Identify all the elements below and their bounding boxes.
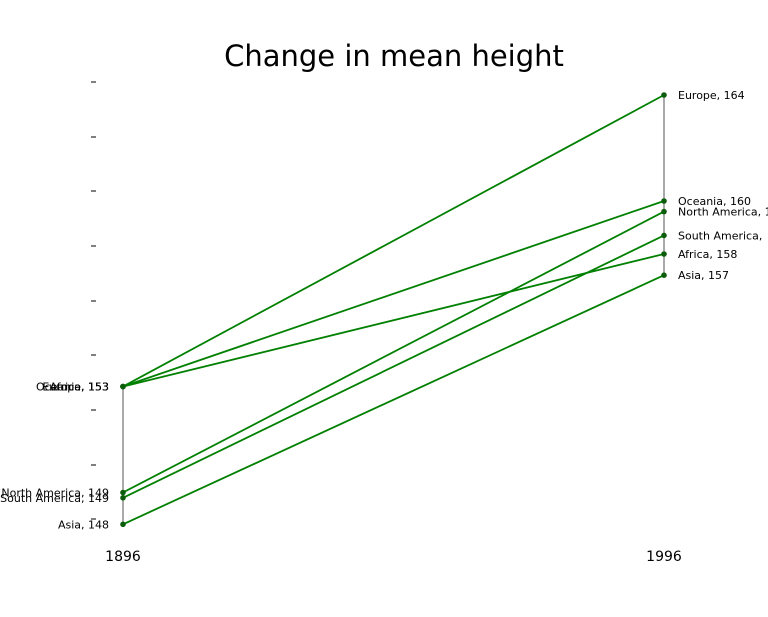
marker-1896-south-america xyxy=(120,495,126,501)
label-1896-oceania: Oceania, 153 xyxy=(36,381,109,394)
series-line-north-america xyxy=(122,210,665,494)
label-1896-asia: Asia, 148 xyxy=(58,518,109,531)
label-1996-europe: Europe, 164 xyxy=(678,89,745,102)
label-1996-asia: Asia, 157 xyxy=(678,269,729,282)
label-1896-europe: Europe, 153 xyxy=(42,381,109,394)
marker-1996-oceania xyxy=(661,198,667,204)
label-1896-africa: Africa, 153 xyxy=(50,381,109,394)
marker-1996-asia xyxy=(661,272,667,279)
chart-title: Change in mean height xyxy=(224,39,564,73)
series-line-africa xyxy=(122,253,665,388)
marker-1896-asia xyxy=(120,521,126,528)
vertical-axis-lines xyxy=(122,95,665,525)
x-tick-label-1996: 1996 xyxy=(646,549,682,565)
marker-1996-north-america xyxy=(661,208,667,215)
series-line-oceania xyxy=(122,200,665,388)
marker-1996-south-america xyxy=(661,232,667,239)
label-1996-africa: Africa, 158 xyxy=(678,248,737,261)
label-1996-south-america: South America, xyxy=(678,229,762,242)
marker-1896-africa xyxy=(120,383,126,390)
series-line-europe xyxy=(122,94,665,388)
label-1996-oceania: Oceania, 160 xyxy=(678,195,751,208)
label-1896-north-america: North America, 149 xyxy=(1,487,109,500)
marker-1996-africa xyxy=(661,251,667,257)
marker-1996-europe xyxy=(661,92,667,98)
point-labels: Europe, 153 Europe, 164 Oceania, 153 Oceani… xyxy=(0,89,768,531)
x-axis-labels: 1896 1996 xyxy=(105,549,682,565)
marker-1896-north-america xyxy=(120,489,126,496)
x-tick-label-1896: 1896 xyxy=(105,549,141,565)
label-1896-south-america: South America, 149 xyxy=(0,492,109,505)
series-line-south-america xyxy=(122,234,665,499)
series-group xyxy=(120,92,667,528)
label-1996-north-america: North America, 1 xyxy=(678,206,768,219)
series-line-asia xyxy=(122,274,665,526)
y-axis-ticks xyxy=(91,81,96,520)
